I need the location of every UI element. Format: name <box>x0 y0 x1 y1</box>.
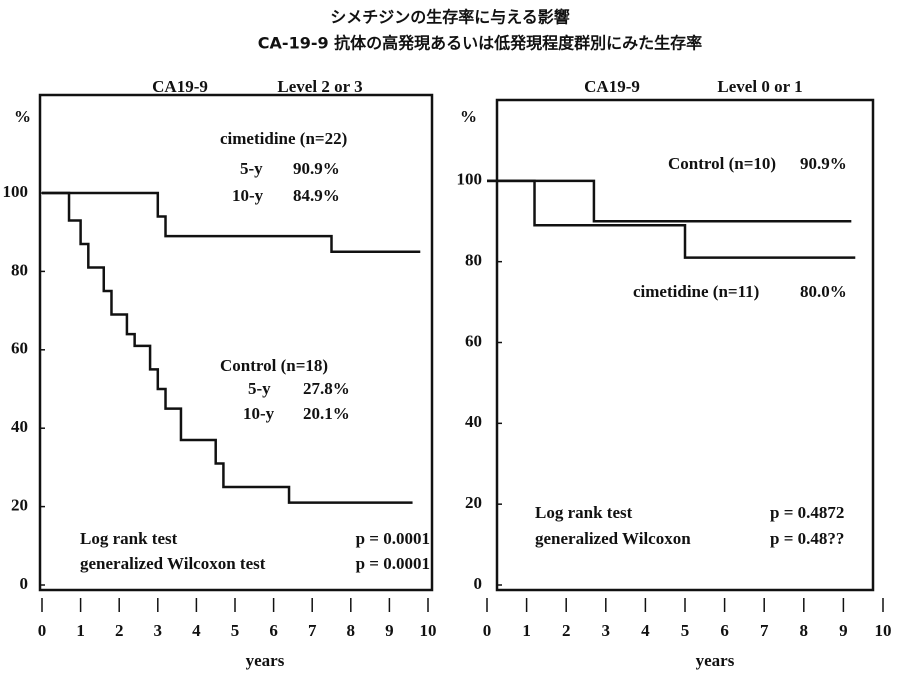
y-tick-label: 60 <box>11 339 28 358</box>
survival-line <box>42 191 421 254</box>
survival-line <box>487 179 856 259</box>
annotation: 20.1% <box>303 404 350 423</box>
annotation: p = 0.0001 <box>356 554 430 573</box>
annotation: Log rank test <box>80 529 178 548</box>
x-tick-label: 6 <box>269 621 278 640</box>
y-tick-label: 0 <box>20 574 29 593</box>
plot-frame <box>38 93 434 592</box>
y-tick-label: 80 <box>11 260 28 279</box>
x-tick-label: 5 <box>681 621 690 640</box>
y-tick-label: 40 <box>465 412 482 431</box>
series-label: cimetidine (n=11) <box>633 282 759 301</box>
series-label: cimetidine (n=22) <box>220 129 347 148</box>
survival-line <box>42 191 413 504</box>
annotation: 10-y <box>232 186 264 205</box>
y-tick-label: 80 <box>465 251 482 270</box>
y-tick-label: 40 <box>11 417 28 436</box>
series-label: Control (n=10) <box>668 154 776 173</box>
x-tick-label: 10 <box>875 621 892 640</box>
annotation: p = 0.48?? <box>770 529 844 548</box>
y-tick-label: 0 <box>474 574 483 593</box>
x-tick-label: 8 <box>347 621 356 640</box>
y-tick-label: 20 <box>11 496 28 515</box>
x-tick-label: 4 <box>192 621 201 640</box>
x-tick-label: 8 <box>800 621 809 640</box>
series-label: Control (n=18) <box>220 356 328 375</box>
annotation: 90.9% <box>800 154 847 173</box>
x-tick-label: 1 <box>76 621 85 640</box>
x-axis-label: years <box>696 651 735 670</box>
annotation: 90.9% <box>293 159 340 178</box>
annotation: Log rank test <box>535 503 633 522</box>
y-tick-label: 60 <box>465 331 482 350</box>
annotation: p = 0.0001 <box>356 529 430 548</box>
y-axis-label: % <box>460 107 477 126</box>
x-tick-label: 10 <box>420 621 437 640</box>
x-tick-label: 9 <box>385 621 394 640</box>
plot-frame <box>495 98 875 592</box>
x-axis-label: years <box>246 651 285 670</box>
y-tick-label: 20 <box>465 493 482 512</box>
page-subtitle: CA-19-9 抗体の高発現あるいは低発現程度群別にみた生存率 <box>258 34 702 53</box>
annotation: generalized Wilcoxon <box>535 529 691 548</box>
x-tick-label: 9 <box>839 621 848 640</box>
x-tick-label: 6 <box>720 621 729 640</box>
x-tick-label: 7 <box>760 621 769 640</box>
y-tick-label: 100 <box>3 182 29 201</box>
survival-line <box>487 179 852 223</box>
annotation: 10-y <box>243 404 275 423</box>
annotation: 84.9% <box>293 186 340 205</box>
chart-subtitle: Level 2 or 3 <box>277 77 362 96</box>
page-title: シメチジンの生存率に与える影響 <box>330 8 570 27</box>
x-tick-label: 7 <box>308 621 317 640</box>
annotation: 5-y <box>248 379 271 398</box>
y-axis-label: % <box>14 107 31 126</box>
annotation: 27.8% <box>303 379 350 398</box>
chart-title: CA19-9 <box>152 77 208 96</box>
chart-subtitle: Level 0 or 1 <box>717 77 802 96</box>
annotation: p = 0.4872 <box>770 503 844 522</box>
x-tick-label: 5 <box>231 621 240 640</box>
x-tick-label: 0 <box>483 621 492 640</box>
x-tick-label: 4 <box>641 621 650 640</box>
annotation: 80.0% <box>800 282 847 301</box>
annotation: generalized Wilcoxon test <box>80 554 266 573</box>
x-tick-label: 2 <box>115 621 124 640</box>
y-tick-label: 100 <box>457 170 483 189</box>
x-tick-label: 0 <box>38 621 47 640</box>
annotation: 5-y <box>240 159 263 178</box>
chart-title: CA19-9 <box>584 77 640 96</box>
x-tick-label: 2 <box>562 621 571 640</box>
x-tick-label: 3 <box>602 621 611 640</box>
x-tick-label: 1 <box>522 621 531 640</box>
x-tick-label: 3 <box>154 621 163 640</box>
